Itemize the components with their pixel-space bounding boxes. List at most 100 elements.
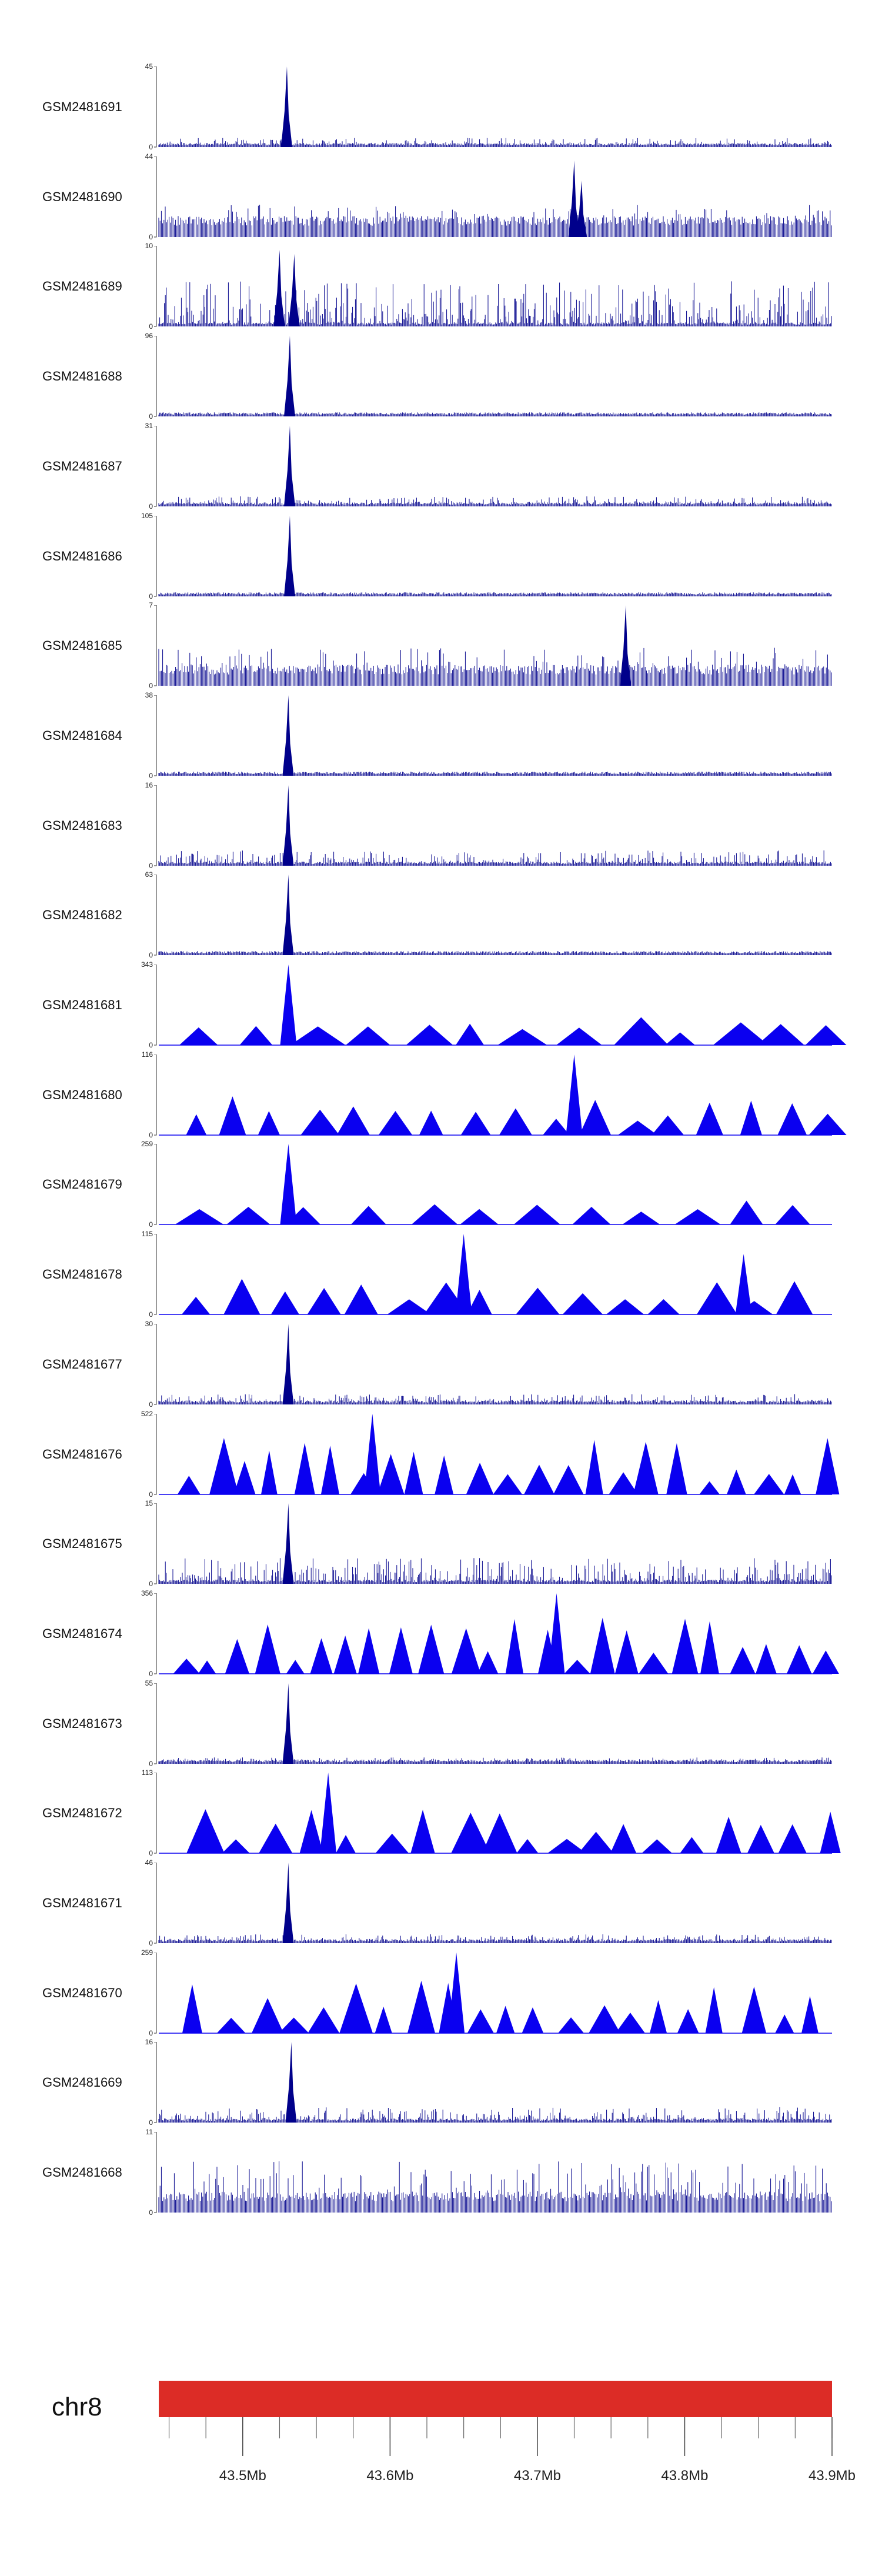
signal-bars (158, 281, 832, 326)
signal-peak (406, 1025, 453, 1045)
y-tick-max: 38 (145, 691, 153, 699)
signal-bars (158, 205, 832, 237)
signal-peak (493, 1474, 523, 1494)
track-label: GSM2481670 (42, 1985, 122, 2000)
signal-peak (179, 1027, 218, 1045)
signal-bars (158, 648, 832, 686)
signal-track (154, 875, 832, 956)
signal-peak (288, 253, 300, 326)
signal-peak (522, 2007, 544, 2033)
signal-peak (775, 1204, 810, 1224)
signal-peak (344, 1284, 378, 1314)
signal-track (154, 426, 832, 507)
signal-peak (741, 1986, 767, 2033)
signal-bars (158, 772, 832, 776)
signal-peak (283, 336, 295, 416)
y-tick-max: 116 (141, 1050, 153, 1059)
signal-peak (451, 1628, 481, 1674)
y-tick-zero: 0 (149, 592, 153, 600)
signal-peak (499, 1108, 532, 1135)
y-tick-max: 105 (141, 512, 153, 520)
signal-peak (223, 1279, 260, 1314)
y-tick-max: 10 (145, 242, 153, 250)
signal-peak (278, 2017, 309, 2033)
signal-peak (497, 1029, 547, 1045)
signal-peak (820, 1811, 841, 1853)
signal-peak (273, 249, 285, 326)
y-tick-max: 45 (145, 62, 153, 71)
signal-peak (642, 1839, 673, 1853)
y-tick-zero: 0 (149, 1849, 153, 1857)
signal-peak (411, 1204, 458, 1224)
signal-track (154, 2042, 832, 2123)
signal-peak (404, 1451, 423, 1494)
signal-peak (609, 1472, 638, 1494)
signal-peak (805, 1025, 847, 1045)
signal-track (154, 605, 832, 686)
y-tick-zero: 0 (149, 1400, 153, 1409)
signal-peak (407, 1981, 436, 2033)
y-tick-zero: 0 (149, 862, 153, 870)
signal-peak (756, 1644, 777, 1674)
signal-peak (647, 1299, 680, 1314)
track-label: GSM2481686 (42, 548, 122, 563)
signal-peak (451, 1813, 490, 1853)
track-label: GSM2481673 (42, 1716, 122, 1731)
signal-peak (816, 1438, 840, 1494)
track-label: GSM2481677 (42, 1356, 122, 1372)
y-tick-max: 11 (145, 2128, 153, 2136)
signal-peak (543, 1119, 570, 1135)
signal-peak (346, 1026, 390, 1045)
y-tick-max: 44 (145, 152, 153, 161)
signal-peak (282, 695, 294, 776)
signal-peak (320, 1773, 337, 1853)
y-tick-max: 259 (141, 1140, 153, 1148)
signal-peak (671, 1619, 699, 1674)
signal-peak (333, 1635, 357, 1674)
y-tick-zero: 0 (149, 2208, 153, 2217)
signal-peak (754, 1474, 784, 1494)
x-tick-label: 43.9Mb (808, 2468, 856, 2484)
signal-peak (812, 1650, 839, 1674)
signal-peak (496, 2006, 515, 2033)
track-label: GSM2481669 (42, 2074, 122, 2090)
track-label: GSM2481676 (42, 1446, 122, 1461)
signal-peak (364, 1414, 381, 1494)
signal-track (154, 695, 832, 776)
signal-peak (282, 1863, 294, 1943)
signal-track (154, 965, 847, 1046)
signal-peak (548, 1593, 565, 1674)
x-tick-label: 43.5Mb (219, 2468, 266, 2484)
signal-peak (280, 965, 297, 1045)
signal-peak (186, 1114, 207, 1135)
signal-peak (808, 1113, 847, 1135)
signal-peak (620, 605, 632, 686)
signal-peak (387, 1299, 432, 1314)
signal-track (154, 1863, 832, 1944)
signal-peak (713, 1022, 769, 1045)
y-axis (154, 785, 157, 866)
signal-peak (778, 1824, 807, 1853)
y-axis (154, 875, 157, 956)
signal-peak (617, 1120, 658, 1135)
signal-track (154, 1414, 840, 1495)
track-label: GSM2481672 (42, 1805, 122, 1820)
y-tick-max: 31 (145, 422, 153, 430)
track-label: GSM2481685 (42, 638, 122, 653)
signal-peak (589, 2005, 620, 2033)
signal-peak (219, 1096, 246, 1135)
signal-peak (270, 1291, 299, 1314)
signal-peak (784, 1474, 801, 1494)
y-axis (154, 156, 157, 238)
y-axis (154, 605, 157, 686)
signal-peak (282, 1683, 294, 1764)
y-tick-max: 343 (141, 960, 153, 969)
signal-bars (158, 1757, 832, 1764)
signal-peak (456, 1023, 485, 1045)
signal-peak (177, 1476, 201, 1494)
signal-peak (259, 1823, 293, 1853)
y-tick-max: 115 (141, 1230, 153, 1238)
y-tick-zero: 0 (149, 1580, 153, 1588)
signal-peak (418, 1624, 445, 1674)
signal-peak (375, 1833, 409, 1853)
